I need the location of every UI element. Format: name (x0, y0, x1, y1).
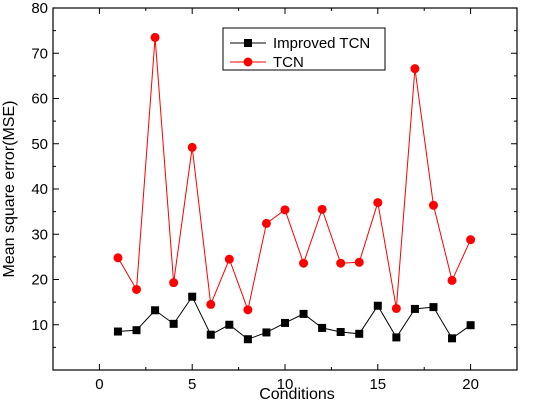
data-point-improved-tcn (373, 301, 382, 310)
legend-marker-improved-tcn (244, 39, 252, 47)
data-point-improved-tcn (206, 330, 215, 339)
data-point-improved-tcn (466, 321, 475, 330)
data-point-improved-tcn (262, 328, 271, 337)
x-tick-label: 10 (277, 376, 294, 393)
series-line-tcn (117, 37, 472, 312)
y-tick-label: 20 (31, 272, 48, 289)
data-point-tcn (299, 258, 309, 268)
y-tick-label: 50 (31, 136, 48, 153)
y-axis-title: Mean square error(MSE) (1, 101, 18, 278)
x-tick-label: 5 (188, 376, 196, 393)
x-tick-label: 15 (369, 376, 386, 393)
legend-label-improved-tcn: Improved TCN (273, 35, 370, 52)
data-point-tcn (354, 257, 364, 267)
y-tick-label: 70 (31, 45, 48, 62)
legend-label-tcn: TCN (273, 54, 304, 71)
data-point-improved-tcn (299, 309, 308, 318)
y-tick-label: 40 (31, 181, 48, 198)
series-tcn (113, 32, 476, 315)
data-point-tcn (466, 235, 476, 245)
data-point-improved-tcn (151, 306, 160, 315)
data-point-improved-tcn (392, 333, 401, 342)
data-point-tcn (391, 303, 401, 313)
data-point-improved-tcn (225, 320, 234, 329)
x-tick-label: 0 (95, 376, 103, 393)
data-point-tcn (280, 205, 290, 215)
series-line-improved-tcn (117, 295, 471, 340)
data-point-improved-tcn (113, 327, 122, 336)
data-point-tcn (187, 142, 197, 152)
data-point-improved-tcn (281, 318, 289, 327)
data-point-improved-tcn (429, 303, 438, 312)
y-tick-label: 10 (31, 317, 48, 334)
data-point-tcn (317, 204, 327, 214)
series-improved-tcn (113, 292, 475, 344)
data-point-improved-tcn (448, 334, 457, 343)
legend: Improved TCN TCN (222, 27, 386, 71)
data-point-improved-tcn (169, 319, 178, 328)
data-point-tcn (150, 32, 160, 42)
y-tick-label: 30 (31, 226, 48, 243)
data-point-tcn (447, 275, 457, 285)
data-point-tcn (169, 278, 179, 288)
series-layer (113, 32, 476, 344)
data-point-tcn (428, 200, 438, 210)
y-tick-label: 80 (31, 0, 48, 17)
data-point-tcn (373, 198, 383, 208)
data-point-tcn (224, 254, 234, 264)
data-point-improved-tcn (336, 327, 345, 336)
data-point-tcn (132, 284, 142, 294)
legend-marker-tcn (243, 57, 253, 67)
data-point-improved-tcn (243, 335, 252, 344)
data-point-improved-tcn (355, 329, 364, 338)
data-point-tcn (410, 64, 420, 74)
data-point-tcn (261, 218, 271, 228)
data-point-tcn (113, 253, 123, 263)
data-point-improved-tcn (188, 292, 197, 301)
x-axis-title: Conditions (259, 386, 335, 403)
x-tick-label: 20 (462, 376, 479, 393)
data-point-improved-tcn (132, 326, 141, 335)
data-point-tcn (243, 305, 253, 315)
axis-ticks: 0 5 10 15 20 10 20 30 40 50 60 70 80 (31, 0, 517, 393)
data-point-tcn (206, 299, 216, 309)
data-point-improved-tcn (410, 304, 419, 313)
data-point-improved-tcn (318, 323, 327, 332)
data-point-tcn (336, 258, 346, 268)
y-tick-label: 60 (31, 91, 48, 108)
